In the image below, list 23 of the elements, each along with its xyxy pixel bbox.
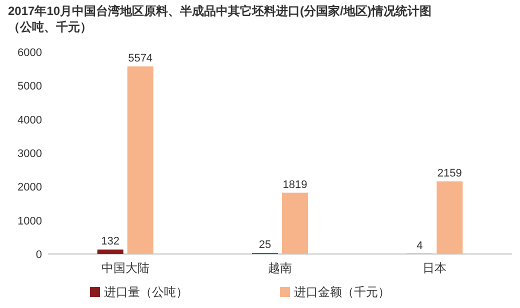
y-tick-label: 3000 [18,148,42,160]
y-tick-label: 5000 [18,80,42,93]
x-tick-label: 越南 [268,261,292,275]
data-label: 2159 [437,167,462,180]
bar [436,181,463,254]
y-tick-label: 4000 [18,114,42,126]
data-label: 4 [416,240,423,252]
data-label: 5574 [128,52,153,64]
legend-label: 进口量（公吨） [104,285,188,299]
legend-label: 进口金额（千元） [294,285,390,299]
x-tick-label: 中国大陆 [101,261,150,275]
y-tick-label: 0 [36,249,42,261]
data-label: 1819 [282,178,308,191]
data-label: 25 [258,239,272,252]
bar [282,192,308,254]
y-tick-label: 6000 [18,47,42,59]
x-tick-label: 日本 [422,261,447,275]
y-tick-label: 1000 [18,215,42,228]
bar [127,66,154,254]
chart-title: 2017年10月中国台湾地区原料、半成品中其它坯料进口(分国家/地区)情况统计图（公吨、千元） [8,4,432,34]
y-tick-label: 2000 [18,182,42,194]
data-label: 132 [101,236,120,248]
bar [97,250,124,254]
